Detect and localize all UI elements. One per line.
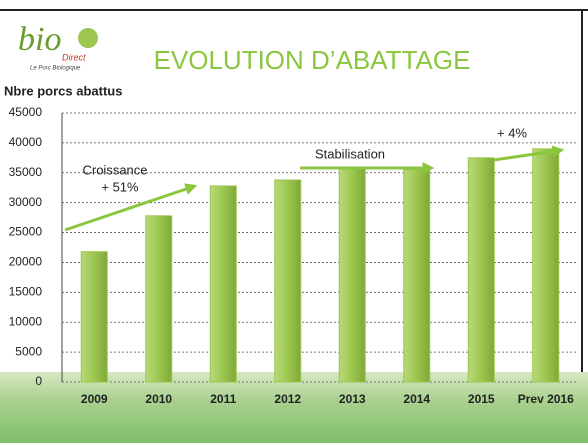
- y-tick-label: 10000: [9, 314, 43, 328]
- x-tick-label: 2012: [274, 392, 301, 406]
- annotation: + 4%: [497, 125, 527, 140]
- annotation: Stabilisation: [315, 146, 385, 161]
- y-tick-label: 25000: [9, 225, 43, 239]
- bar: [80, 251, 108, 383]
- bar: [338, 167, 366, 383]
- x-tick-label: 2015: [468, 392, 495, 406]
- grass-band: [0, 372, 588, 443]
- y-tick-label: 15000: [9, 285, 43, 299]
- x-tick-label: 2011: [210, 392, 236, 406]
- logo-sub: Direct: [62, 52, 86, 62]
- bar: [532, 148, 560, 383]
- x-tick-label: 2009: [81, 392, 108, 406]
- x-tick-label: 2010: [145, 392, 172, 406]
- logo: bio Direct Le Porc Biologique: [18, 21, 98, 72]
- y-tick-label: 35000: [9, 165, 43, 179]
- logo-apple: [78, 28, 98, 48]
- x-tick-label: Prev 2016: [518, 392, 574, 406]
- y-tick-label: 5000: [15, 344, 42, 358]
- logo-name: bio: [18, 21, 61, 58]
- annotation: Croissance: [82, 162, 147, 177]
- x-tick-label: 2013: [339, 392, 366, 406]
- bar: [209, 185, 237, 383]
- plot: 0 5000 10000 15000 20000 25000 30000 35000 40000…: [9, 105, 578, 406]
- growth-arrow: [64, 183, 198, 232]
- y-tick-label: 45000: [9, 105, 43, 119]
- y-tick-label: 20000: [9, 255, 43, 269]
- y-tick-label: 40000: [9, 135, 43, 149]
- logo-tagline: Le Porc Biologique: [30, 66, 81, 72]
- bar: [403, 169, 431, 383]
- bar: [274, 179, 302, 383]
- annotation: + 51%: [101, 179, 139, 194]
- y-axis-label: Nbre porcs abattus: [4, 83, 122, 98]
- chart-title: EVOLUTION D’ABATTAGE: [154, 45, 471, 75]
- x-tick-label: 2014: [403, 392, 430, 406]
- y-tick-label: 30000: [9, 195, 43, 209]
- y-tick-label: 0: [35, 374, 42, 388]
- increase-arrow: [493, 145, 565, 162]
- bar: [145, 215, 173, 383]
- bar: [467, 157, 495, 383]
